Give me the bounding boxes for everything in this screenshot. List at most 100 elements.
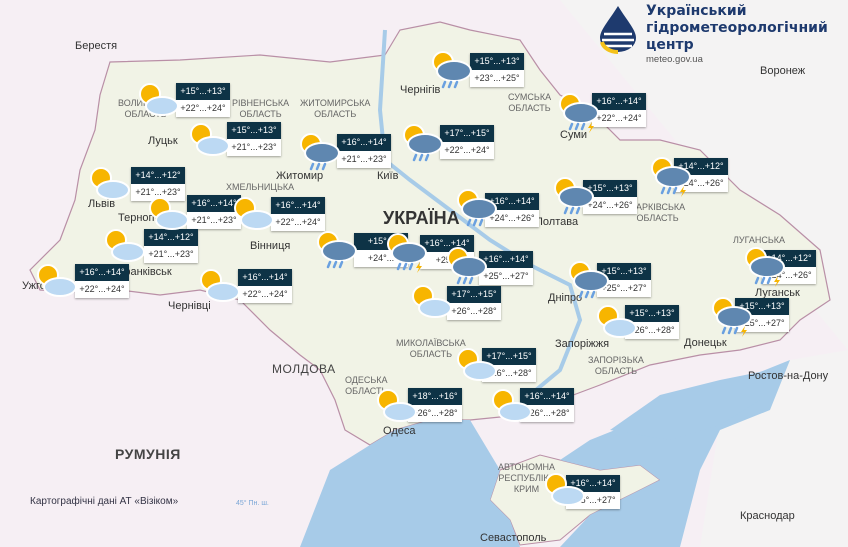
forecast-box[interactable]: +16°...+14° +25°...+27° — [479, 251, 533, 285]
sun-cloud-icon — [412, 285, 452, 318]
forecast-box[interactable]: +17°...+15° +26°...+28° — [447, 286, 501, 320]
forecast-box[interactable]: +15°...+13° +25°...+27° — [597, 263, 651, 297]
day-temperature: +26°...+28° — [408, 405, 462, 422]
neighbor-label: МОЛДОВА — [272, 362, 336, 376]
latitude-label: 45° Пн. ш. — [236, 500, 269, 507]
city-label: Львів — [88, 198, 116, 210]
day-temperature: +26°...+28° — [520, 405, 574, 422]
thunderstorm-icon — [559, 93, 599, 133]
thunderstorm-icon — [387, 233, 427, 273]
forecast-box[interactable]: +14°...+12° +21°...+23° — [131, 167, 185, 201]
city-label: Донецьк — [684, 337, 727, 349]
sun-cloud-icon — [200, 269, 240, 302]
sun-cloud-icon — [190, 123, 230, 156]
sun-cloud-icon — [37, 264, 77, 297]
forecast-box[interactable]: +15°...+13° +23°...+25° — [470, 53, 524, 87]
city-label: Дніпро — [548, 292, 583, 304]
night-temperature: +16°...+14° — [187, 195, 241, 212]
org-name-line: гідрометеорологічний — [646, 20, 828, 36]
forecast-box[interactable]: +15°...+13° +26°...+28° — [625, 305, 679, 339]
forecast-box[interactable]: +15°...+13° +22°...+24° — [176, 83, 230, 117]
city-label: Севастополь — [480, 532, 547, 544]
night-temperature: +16°...+14° — [592, 93, 646, 110]
night-temperature: +16°...+14° — [520, 388, 574, 405]
region-label: ЛУГАНСЬКА — [733, 235, 786, 245]
sun-cloud-icon — [545, 473, 585, 506]
night-temperature: +16°...+14° — [485, 193, 539, 210]
city-label: Франківськ — [116, 266, 172, 278]
night-temperature: +14°...+12° — [131, 167, 185, 184]
night-temperature: +15°...+13° — [227, 122, 281, 139]
sun-cloud-icon — [597, 305, 637, 338]
night-temperature: +16°...+14° — [337, 134, 391, 151]
region-label: ЖИТОМИРСЬКА ОБЛАСТЬ — [300, 98, 371, 119]
sun-cloud-icon — [139, 83, 179, 116]
night-temperature: +16°...+14° — [566, 475, 620, 492]
forecast-box[interactable]: +14°...+12° +21°...+23° — [144, 229, 198, 263]
forecast-box[interactable]: +16°...+14° +21°...+23° — [187, 195, 241, 229]
sun-cloud-icon — [105, 229, 145, 262]
night-temperature: +15°...+13° — [470, 53, 524, 70]
day-temperature: +24°...+26° — [583, 197, 637, 214]
thunderstorm-icon — [745, 247, 785, 287]
website-link[interactable]: meteo.gov.ua — [646, 54, 703, 65]
night-temperature: +18°...+16° — [408, 388, 462, 405]
black-sea — [300, 360, 790, 547]
rain-icon — [569, 261, 609, 299]
rain-icon — [432, 51, 472, 89]
forecast-box[interactable]: +17°...+15° +22°...+24° — [440, 125, 494, 159]
city-label: Вінниця — [250, 240, 291, 252]
rain-icon — [554, 177, 594, 215]
night-temperature: +17°...+15° — [447, 286, 501, 303]
day-temperature: +22°...+24° — [440, 142, 494, 159]
org-name-line: Український — [646, 3, 747, 19]
day-temperature: +22°...+24° — [271, 214, 325, 231]
forecast-box[interactable]: +16°...+14° +24°...+26° — [485, 193, 539, 227]
forecast-box[interactable]: +16°...+14° +22°...+24° — [271, 197, 325, 231]
forecast-box[interactable]: +16°...+14° +22°...+24° — [592, 93, 646, 127]
sun-cloud-icon — [457, 348, 497, 381]
night-temperature: +17°...+15° — [482, 348, 536, 365]
city-label: Краснодар — [740, 510, 795, 522]
day-temperature: +21°...+23° — [337, 151, 391, 168]
russia-area — [560, 0, 848, 547]
city-label: Берестя — [75, 40, 118, 52]
day-temperature: +26°...+28° — [447, 303, 501, 320]
city-label: Чернівці — [168, 300, 211, 312]
city-label: Полтава — [535, 216, 579, 228]
region-label: ОДЕСЬКА ОБЛАСТЬ — [345, 375, 388, 396]
day-temperature: +21°...+23° — [144, 246, 198, 263]
rain-icon — [317, 231, 357, 269]
city-label: Суми — [560, 129, 588, 141]
forecast-box[interactable]: +16°...+14° +21°...+23° — [337, 134, 391, 168]
day-temperature: +21°...+23° — [187, 212, 241, 229]
ukrhydromet-logo — [600, 6, 636, 54]
city-label: Луганськ — [755, 287, 800, 299]
night-temperature: +15°...+13° — [583, 180, 637, 197]
rain-icon — [300, 133, 340, 171]
region-label: ЗАПОРІЗЬКА ОБЛАСТЬ — [588, 355, 644, 376]
day-temperature: +21°...+23° — [227, 139, 281, 156]
day-temperature: +25°...+27° — [597, 280, 651, 297]
city-label: Ростов-на-Дону — [748, 370, 829, 382]
forecast-box[interactable]: +15°...+13° +21°...+23° — [227, 122, 281, 156]
forecast-box[interactable]: +16°...+14° +22°...+24° — [75, 264, 129, 298]
forecast-box[interactable]: +16°...+14° +25°...+27° — [566, 475, 620, 509]
forecast-box[interactable]: +18°...+16° +26°...+28° — [408, 388, 462, 422]
forecast-box[interactable]: +15°...+13° +24°...+26° — [583, 180, 637, 214]
forecast-box[interactable]: +16°...+14° +22°...+24° — [238, 269, 292, 303]
day-temperature: +26°...+28° — [625, 322, 679, 339]
city-label: Одеса — [383, 425, 416, 437]
night-temperature: +16°...+14° — [75, 264, 129, 281]
region-label: МИКОЛАЇВСЬКА ОБЛАСТЬ — [396, 338, 466, 359]
region-label: ХМЕЛЬНИЦЬКА — [226, 182, 295, 192]
sun-cloud-icon — [234, 197, 274, 230]
rain-icon — [457, 189, 497, 227]
org-name: Український гідрометеорологічний центр — [646, 3, 828, 54]
region-label: ХАРКІВСЬКА ОБЛАСТЬ — [630, 202, 686, 223]
night-temperature: +17°...+15° — [440, 125, 494, 142]
map-credit: Картографічні дані АТ «Візіком» — [30, 496, 179, 507]
forecast-box[interactable]: +16°...+14° +26°...+28° — [520, 388, 574, 422]
sun-cloud-icon — [149, 197, 189, 230]
city-label: Чернігів — [400, 84, 441, 96]
